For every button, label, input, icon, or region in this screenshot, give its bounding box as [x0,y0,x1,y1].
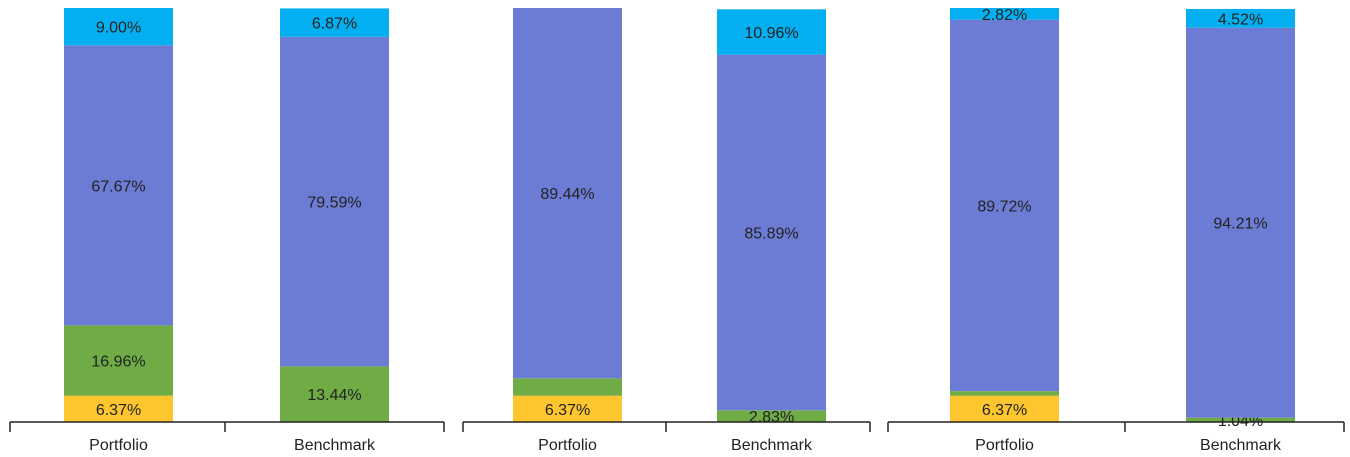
data-label: 2.82% [982,7,1027,24]
data-label: 89.44% [540,186,594,203]
data-label: 10.96% [744,25,798,42]
category-label: Portfolio [538,437,597,454]
bar-segment-portfolio-2 [950,391,1059,396]
chart-2: 6.37% 89.44% Portfolio 2.83% 85.89% 10.96% Ben… [462,8,871,454]
bar-segment-portfolio-4 [950,8,1059,20]
bar-segment-benchmark-3 [280,36,389,367]
chart-3: 6.37%89.72%2.82%Portfolio1.04%94.21%4.52… [887,7,1345,454]
category-label: Benchmark [1200,437,1282,454]
bar-segment-portfolio-1 [950,395,1059,422]
data-label: 4.52% [1218,11,1263,28]
data-label: 6.37% [545,402,590,419]
bar-segment-portfolio-2 [513,378,622,396]
category-label: Benchmark [731,437,813,454]
data-label: 16.96% [91,354,145,371]
data-label: 2.83% [749,409,794,426]
bar-segment-benchmark-2 [280,366,389,422]
bar-segment-benchmark-4 [1186,8,1295,28]
bar-segment-portfolio-3 [950,19,1059,392]
bar-segment-portfolio-1 [513,395,622,422]
data-label: 79.59% [307,195,361,212]
data-label: 94.21% [1213,216,1267,233]
bar-segment-portfolio-4 [64,8,173,46]
bar-segment-benchmark-3 [1186,27,1295,418]
category-label: Portfolio [89,437,148,454]
data-label: 9.00% [96,20,141,37]
chart-1: 6.37% 16.96% 67.67% 9.00% Portfolio 13.44% 79.… [9,8,445,454]
bar-segment-portfolio-3 [513,8,622,379]
category-label: Portfolio [975,437,1034,454]
data-label: 67.67% [91,178,145,195]
bar-segment-portfolio-3 [64,45,173,326]
data-label: 6.37% [96,402,141,419]
bar-segment-benchmark-4 [280,8,389,37]
data-label: 89.72% [977,198,1031,215]
bar-segment-benchmark-3 [717,54,826,411]
data-label: 6.87% [312,16,357,33]
category-label: Benchmark [294,437,376,454]
bar-segment-portfolio-1 [64,395,173,422]
bar-segment-benchmark-2 [1186,417,1295,422]
data-label: 13.44% [307,387,361,404]
data-label: 85.89% [744,225,798,242]
data-label: 6.37% [982,402,1027,419]
bar-segment-benchmark-2 [717,410,826,422]
bar-segment-benchmark-4 [717,9,826,55]
bar-segment-portfolio-2 [64,325,173,396]
